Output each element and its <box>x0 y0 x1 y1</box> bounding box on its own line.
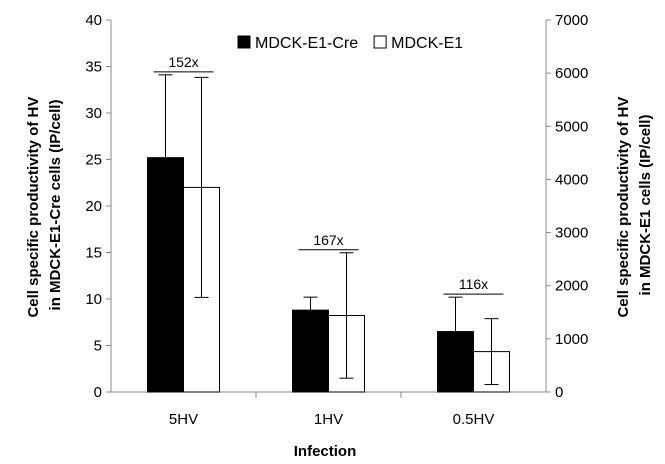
y-tick-label-left-5: 25 <box>85 152 102 169</box>
y-tick-label-right-3: 3000 <box>555 225 588 242</box>
error-bars <box>158 74 499 386</box>
x-tick-label-0: 5HV <box>169 411 198 428</box>
y-axis-title-right-line-1: Cell specific productivity of HV <box>615 97 632 318</box>
y-tick-label-right-4: 4000 <box>555 171 588 188</box>
y-axis-title-right-line-2: in MDCK-E1 cells (IP/cell) <box>637 115 654 296</box>
x-tick-label-2: 0.5HV <box>453 411 495 428</box>
y-tick-label-left-6: 30 <box>85 105 102 122</box>
y-tick-label-right-2: 2000 <box>555 278 588 295</box>
fold-label-0: 152x <box>168 54 198 70</box>
annotations: 152x 167x 116x <box>153 54 504 295</box>
y-axis-title-left: Cell specific productivity of HV in MDCK… <box>25 92 64 317</box>
y-tick-label-left-4: 20 <box>85 198 102 215</box>
axes: 0 5 10 15 20 25 30 35 40 0 1000 2000 3000 4000 5000 600… <box>85 12 588 428</box>
y-tick-label-right-6: 6000 <box>555 65 588 82</box>
bar-cre-1 <box>292 309 329 393</box>
legend-swatch-1 <box>373 35 387 49</box>
legend: MDCK-E1-Cre MDCK-E1 <box>237 35 463 52</box>
y-tick-label-left-8: 40 <box>85 12 102 29</box>
y-tick-label-right-0: 0 <box>555 384 563 401</box>
y-tick-label-left-1: 5 <box>94 338 102 355</box>
y-tick-label-right-7: 7000 <box>555 12 588 29</box>
fold-label-1: 167x <box>313 232 343 248</box>
fold-label-2: 116x <box>459 276 488 292</box>
y-tick-label-left-2: 10 <box>85 291 102 308</box>
y-tick-label-right-1: 1000 <box>555 331 588 348</box>
y-axis-title-left-line-2: in MDCK-E1-Cre cells (IP/cell) <box>47 100 64 311</box>
legend-label-1: MDCK-E1 <box>391 35 463 52</box>
y-tick-label-left-0: 0 <box>94 384 102 401</box>
x-tick-label-1: 1HV <box>314 411 343 428</box>
x-axis-title: Infection <box>294 443 357 460</box>
y-tick-label-right-5: 5000 <box>555 118 588 135</box>
legend-label-0: MDCK-E1-Cre <box>255 35 358 52</box>
legend-swatch-0 <box>237 35 251 49</box>
y-tick-label-left-3: 15 <box>85 245 102 262</box>
y-tick-label-left-7: 35 <box>85 59 102 76</box>
y-axis-title-right: Cell specific productivity of HV in MDCK… <box>615 92 654 317</box>
y-axis-title-left-line-1: Cell specific productivity of HV <box>25 97 42 318</box>
